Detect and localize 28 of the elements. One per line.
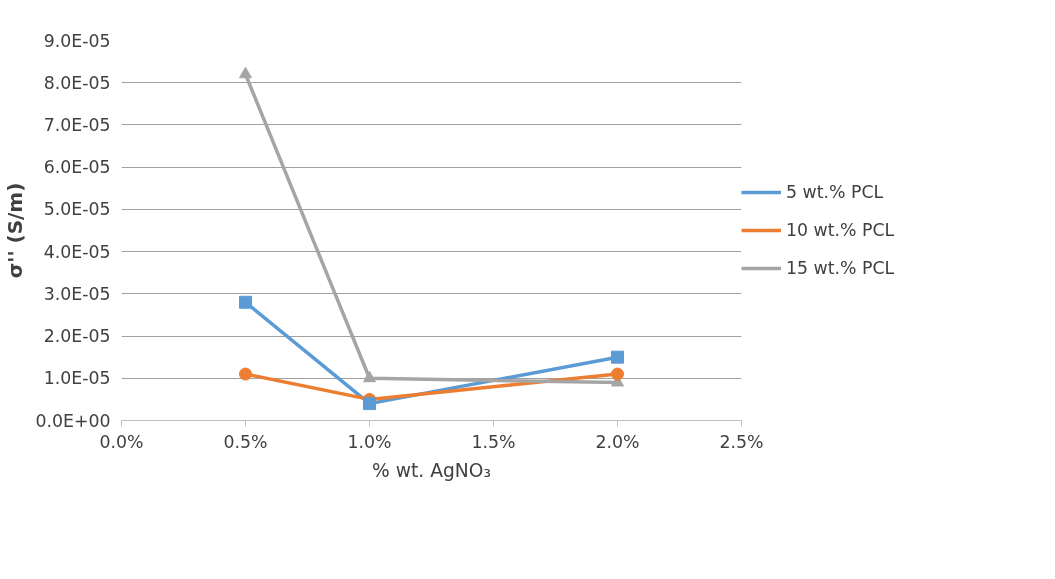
x-axis-title: % wt. AgNO₃ — [372, 459, 491, 481]
y-tick-label: 7.0E-05 — [43, 114, 111, 135]
y-tick-label: 2.0E-05 — [43, 326, 111, 347]
y-tick-label: 0.0E+00 — [35, 410, 111, 431]
legend-label: 10 wt.% PCL — [786, 220, 895, 240]
y-tick-label: 1.0E-05 — [43, 368, 111, 389]
y-tick-label: 4.0E-05 — [43, 241, 111, 262]
point — [239, 367, 252, 381]
point — [611, 350, 624, 364]
y-tick-label: 8.0E-05 — [43, 72, 111, 93]
legend-label: 15 wt.% PCL — [786, 258, 895, 278]
y-tick-label: 3.0E-05 — [43, 283, 111, 304]
y-tick-label: 5.0E-05 — [43, 199, 111, 220]
point — [239, 66, 252, 79]
x-tick-label: 0.0% — [99, 431, 144, 452]
y-tick-label: 6.0E-05 — [43, 157, 111, 178]
y-tick-label: 9.0E-05 — [43, 30, 111, 51]
point — [363, 397, 376, 411]
x-tick-label: 2.5% — [719, 431, 764, 452]
point — [239, 295, 252, 309]
legend-label: 5 wt.% PCL — [786, 182, 884, 202]
x-tick-label: 1.0% — [347, 431, 392, 452]
x-tick-label: 1.5% — [471, 431, 516, 452]
x-tick-label: 2.0% — [595, 431, 640, 452]
point — [363, 370, 376, 383]
point — [611, 367, 624, 381]
y-axis-title: σ'' (S/m) — [3, 182, 28, 279]
x-tick-label: 0.5% — [223, 431, 268, 452]
